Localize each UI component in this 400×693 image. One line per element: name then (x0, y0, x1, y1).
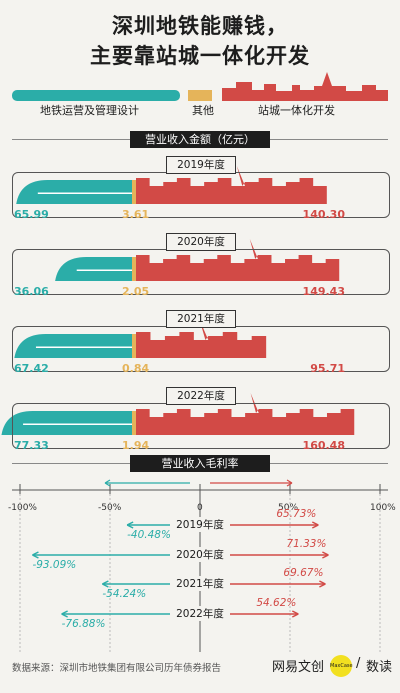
margin-arrow-station-city (319, 580, 326, 588)
margin-year-label: 2022年度 (170, 606, 230, 621)
legend-swatch-station-city (222, 72, 388, 101)
station-city-bar (136, 320, 267, 358)
margin-arrow-station-city (311, 521, 319, 529)
margin-label-station-city: 54.62% (256, 597, 297, 609)
legend-label-operation: 地铁运营及管理设计 (40, 104, 139, 117)
value-label-operation: 36.06 (14, 285, 49, 298)
margin-arrow-station-city (322, 551, 329, 559)
logo-right: 数读 (366, 660, 393, 675)
margin-label-station-city: 65.73% (276, 508, 317, 520)
value-label-other: 3.61 (122, 208, 150, 221)
legend-arrow-right (210, 479, 293, 487)
train-bar (14, 334, 132, 358)
value-label-other: 1.94 (122, 439, 150, 452)
tick-label: 0 (197, 503, 203, 513)
other-bar (132, 257, 136, 281)
value-label-station-city: 149.43 (302, 285, 345, 298)
margin-label-station-city: 69.67% (283, 567, 324, 579)
other-bar (132, 334, 136, 358)
margin-arrow-operation (32, 551, 39, 559)
value-label-station-city: 160.48 (302, 439, 345, 452)
value-label-station-city: 95.71 (310, 362, 345, 375)
tick-label: -50% (98, 503, 122, 513)
year-label: 2020年度 (166, 233, 236, 251)
year-label: 2021年度 (166, 310, 236, 328)
other-bar (132, 411, 136, 435)
margin-arrow-operation (126, 521, 134, 529)
revenue-section-title: 营业收入金额（亿元） (130, 131, 270, 148)
margin-label-operation: -40.48% (127, 529, 171, 541)
tick-label: 100% (370, 503, 396, 513)
year-label: 2022年度 (166, 387, 236, 405)
logo-sep: / (356, 656, 361, 671)
margin-label-operation: -93.09% (32, 559, 77, 571)
value-label-operation: 77.33 (14, 439, 49, 452)
margin-arrow-operation (61, 610, 68, 618)
station-city-bar (136, 393, 355, 435)
legend-arrow-left (104, 479, 190, 487)
other-bar (132, 180, 136, 204)
margin-label-station-city: 71.33% (286, 538, 327, 550)
train-bar (1, 411, 133, 435)
logo-badge: MaxCase (330, 655, 353, 677)
margin-section-title: 营业收入毛利率 (130, 455, 270, 472)
station-city-bar (136, 239, 340, 281)
value-label-station-city: 140.30 (302, 208, 345, 221)
margin-year-label: 2020年度 (170, 547, 230, 562)
value-label-operation: 65.99 (14, 208, 49, 221)
legend-label-other: 其他 (192, 104, 214, 117)
station-city-bar (136, 166, 327, 204)
margin-arrow-operation (102, 580, 109, 588)
tick-label: 50% (278, 503, 299, 513)
margin-label-operation: -76.88% (61, 618, 106, 630)
logo-text: 网易文创 (272, 660, 325, 675)
legend-swatch-operation (12, 90, 180, 101)
margin-year-label: 2019年度 (170, 517, 230, 532)
title-line-1: 深圳地铁能赚钱， (112, 14, 288, 38)
margin-label-operation: -54.24% (102, 588, 147, 600)
value-label-operation: 67.42 (14, 362, 49, 375)
source-note: 数据来源：深圳市地铁集团有限公司历年债券报告 (12, 663, 222, 674)
value-label-other: 0.84 (122, 362, 150, 375)
tick-label: -100% (8, 503, 37, 513)
legend-swatch-other (188, 90, 212, 101)
legend-label-station-city: 站城一体化开发 (258, 104, 335, 117)
year-label: 2019年度 (166, 156, 236, 174)
margin-year-label: 2021年度 (170, 576, 230, 591)
train-bar (16, 180, 133, 204)
value-label-other: 2.05 (122, 285, 150, 298)
title-line-2: 主要靠站城一体化开发 (90, 44, 310, 68)
margin-arrow-station-city (291, 610, 299, 618)
train-bar (55, 257, 132, 281)
